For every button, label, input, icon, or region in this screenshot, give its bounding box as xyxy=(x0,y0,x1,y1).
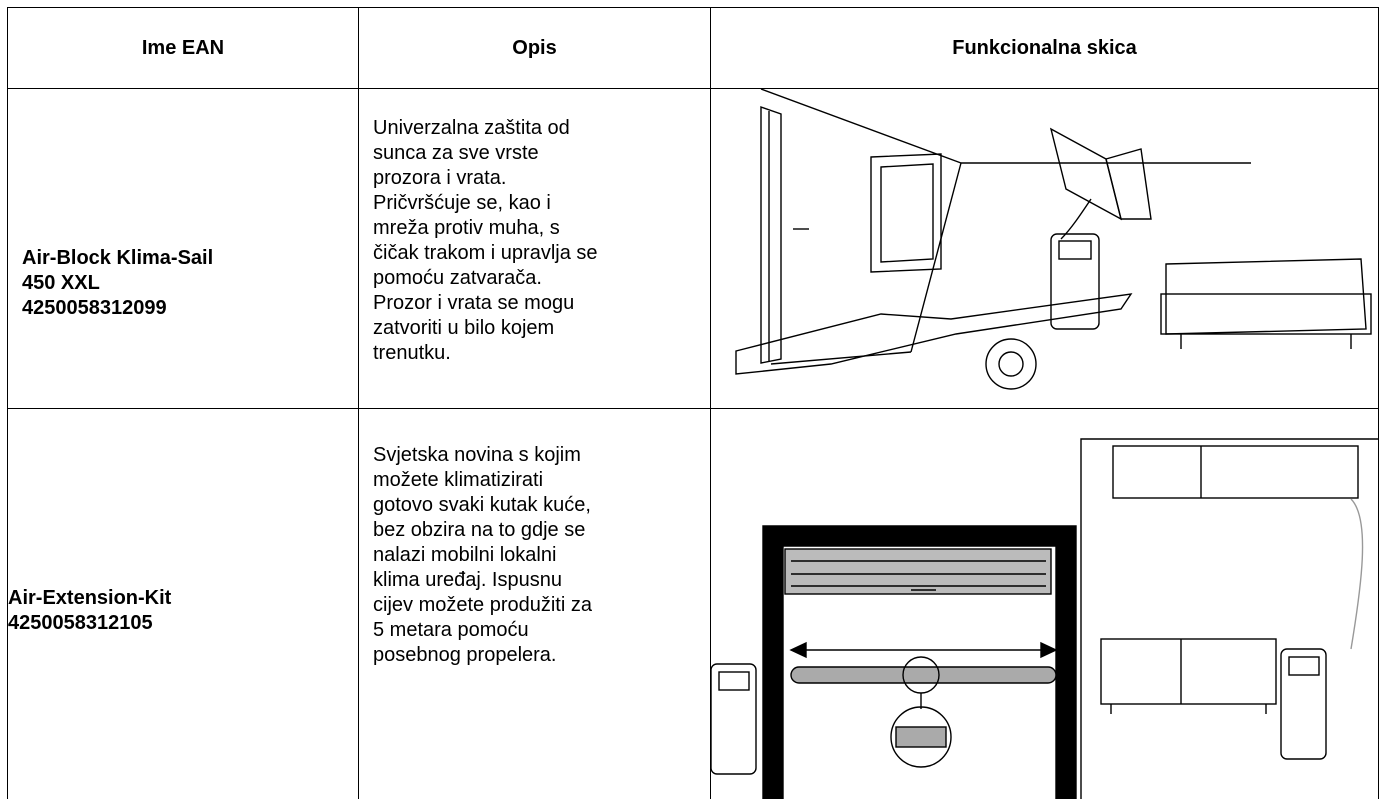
header-cell: Funkcionalna skica xyxy=(710,7,1379,89)
description-cell: Svjetska novina s kojim možete klimatizir… xyxy=(358,408,711,799)
name-cell: Air-Extension-Kit 4250058312105 xyxy=(7,408,359,799)
product-name-line: Air-Block Klima-Sail xyxy=(22,247,214,269)
description-line: možete klimatizirati xyxy=(373,469,544,491)
description-line: zatvoriti u bilo kojem xyxy=(373,317,555,339)
description-line: klima uređaj. Ispusnu xyxy=(373,569,562,591)
header-text: Funkcionalna skica xyxy=(952,36,1137,59)
description-line: sunca za sve vrste xyxy=(373,142,539,164)
product-name-line: 450 XXL xyxy=(22,272,100,294)
product-name-line: 4250058312099 xyxy=(22,297,167,319)
description-line: Pričvršćuje se, kao i xyxy=(373,192,551,214)
product-name-line: Air-Extension-Kit xyxy=(8,587,172,609)
description-line: mreža protiv muha, s xyxy=(373,217,560,239)
description-line: gotovo svaki kutak kuće, xyxy=(373,494,591,516)
product-name-line: 4250058312105 xyxy=(8,612,153,634)
sketch-air-block xyxy=(735,89,1372,390)
description-line: Svjetska novina s kojim xyxy=(373,444,581,466)
description-line: trenutku. xyxy=(373,342,451,364)
description-line: Prozor i vrata se mogu xyxy=(373,292,575,314)
description-line: čičak trakom i upravlja se xyxy=(373,242,598,264)
description-line: posebnog propelera. xyxy=(373,644,557,666)
description-line: bez obzira na to gdje se xyxy=(373,519,586,541)
header-text: Ime EAN xyxy=(141,36,225,59)
description-line: pomoću zatvarača. xyxy=(373,267,542,289)
description-line: Univerzalna zaštita od xyxy=(373,117,570,139)
header-cell: Ime EAN xyxy=(7,7,359,89)
description-line: nalazi mobilni lokalni xyxy=(373,544,557,566)
description-line: 5 metara pomoću xyxy=(373,619,529,641)
name-cell: Air-Block Klima-Sail 450 XXL 4250058312099 xyxy=(7,88,359,409)
description-line: prozora i vrata. xyxy=(373,167,507,189)
description-line: cijev možete produžiti za xyxy=(373,594,592,616)
header-text: Opis xyxy=(512,36,557,59)
header-cell: Opis xyxy=(358,7,711,89)
description-cell: Univerzalna zaštita od sunca za sve vrste… xyxy=(358,88,711,409)
sketch-cell xyxy=(710,88,1379,409)
sketch-cell xyxy=(710,408,1379,799)
sketch-air-extension xyxy=(711,438,1378,799)
